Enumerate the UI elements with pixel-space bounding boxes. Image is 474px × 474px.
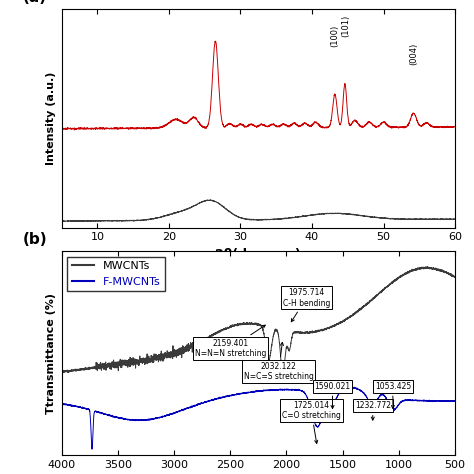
Text: (a): (a) — [22, 0, 46, 5]
Text: 2159.401
N=N=N stretching: 2159.401 N=N=N stretching — [194, 325, 266, 358]
Text: 1232.772: 1232.772 — [355, 401, 391, 420]
Text: (004): (004) — [409, 43, 418, 65]
Y-axis label: Ttransmittance (%): Ttransmittance (%) — [46, 292, 56, 414]
Text: (100): (100) — [330, 25, 339, 47]
Y-axis label: Intensity (a.u.): Intensity (a.u.) — [46, 72, 56, 165]
Legend: MWCNTs, F-MWCNTs: MWCNTs, F-MWCNTs — [67, 257, 165, 291]
Text: 1725.014
C=O stretching: 1725.014 C=O stretching — [282, 401, 341, 444]
X-axis label: 2θ(degrees): 2θ(degrees) — [216, 248, 301, 261]
Text: (101): (101) — [341, 15, 350, 37]
Text: (b): (b) — [22, 232, 47, 247]
Text: 1975.714
C-H bending: 1975.714 C-H bending — [283, 288, 330, 322]
Text: 1590.021: 1590.021 — [314, 382, 351, 409]
Text: 1053.425: 1053.425 — [375, 382, 411, 409]
Text: 2032.122
N=C=S stretching: 2032.122 N=C=S stretching — [244, 342, 313, 381]
